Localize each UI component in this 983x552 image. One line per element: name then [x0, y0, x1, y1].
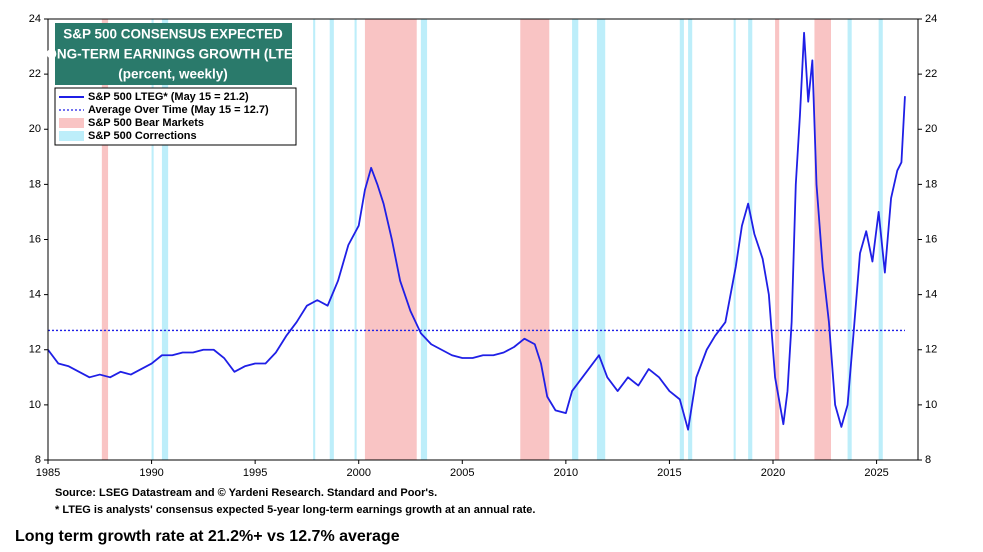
bear-market-band — [520, 19, 550, 460]
y2-tick-label: 24 — [925, 13, 937, 25]
y-tick-label: 14 — [29, 289, 41, 301]
chart-subtitle: (percent, weekly) — [118, 67, 228, 82]
correction-band — [354, 19, 357, 460]
x-tick-label: 2005 — [450, 467, 474, 479]
source-note: Source: LSEG Datastream and © Yardeni Re… — [55, 487, 437, 499]
correction-band — [329, 19, 334, 460]
correction-band — [313, 19, 316, 460]
x-tick-label: 2010 — [554, 467, 578, 479]
bear-market-band — [101, 19, 109, 460]
y2-tick-label: 18 — [925, 178, 937, 190]
legend-label: Average Over Time (May 15 = 12.7) — [88, 104, 269, 116]
y2-tick-label: 20 — [925, 123, 937, 135]
footnote: * LTEG is analysts' consensus expected 5… — [55, 504, 535, 516]
plot-frame — [47, 18, 919, 461]
legend-label: S&P 500 Corrections — [88, 130, 197, 142]
y-tick-label: 16 — [29, 233, 41, 245]
correction-band — [733, 19, 736, 460]
legend-swatch — [59, 131, 84, 141]
bear-market-band — [775, 19, 780, 460]
x-tick-label: 2000 — [346, 467, 370, 479]
y2-tick-label: 8 — [925, 454, 931, 466]
correction-band — [420, 19, 428, 460]
y-tick-label: 24 — [29, 13, 41, 25]
correction-band — [748, 19, 753, 460]
caption: Long term growth rate at 21.2%+ vs 12.7%… — [15, 528, 400, 545]
chart-title: S&P 500 CONSENSUS EXPECTED — [63, 27, 283, 42]
x-tick-label: 1990 — [139, 467, 163, 479]
y-tick-label: 22 — [29, 68, 41, 80]
correction-band — [596, 19, 606, 460]
correction-band — [679, 19, 684, 460]
legend: S&P 500 LTEG* (May 15 = 21.2)Average Ove… — [54, 87, 297, 146]
legend-box — [54, 87, 297, 146]
correction-band — [847, 19, 852, 460]
series-line — [47, 31, 906, 431]
x-tick-label: 1995 — [243, 467, 267, 479]
correction-band — [161, 19, 169, 460]
correction-band — [572, 19, 579, 460]
shading — [101, 19, 883, 460]
y-tick-label: 10 — [29, 399, 41, 411]
correction-band — [151, 19, 154, 460]
correction-band — [688, 19, 693, 460]
y-tick-label: 18 — [29, 178, 41, 190]
x-tick-label: 2020 — [761, 467, 785, 479]
y2-tick-label: 14 — [925, 289, 937, 301]
title-box — [55, 23, 292, 85]
legend-label: S&P 500 LTEG* (May 15 = 21.2) — [88, 91, 249, 103]
y2-tick-label: 16 — [925, 233, 937, 245]
y2-tick-label: 22 — [925, 68, 937, 80]
y-tick-label: 20 — [29, 123, 41, 135]
legend-swatch — [59, 118, 84, 128]
plot — [47, 31, 906, 431]
y2-tick-label: 12 — [925, 344, 937, 356]
x-tick-label: 2025 — [864, 467, 888, 479]
y2-tick-label: 10 — [925, 399, 937, 411]
legend-label: S&P 500 Bear Markets — [88, 117, 204, 129]
x-tick-label: 2015 — [657, 467, 681, 479]
bear-market-band — [814, 19, 831, 460]
y-tick-label: 12 — [29, 344, 41, 356]
bear-market-band — [364, 19, 417, 460]
x-tick-label: 1985 — [36, 467, 60, 479]
y-tick-label: 8 — [35, 454, 41, 466]
chart-title: LONG-TERM EARNINGS GROWTH (LTEG) — [38, 47, 308, 62]
